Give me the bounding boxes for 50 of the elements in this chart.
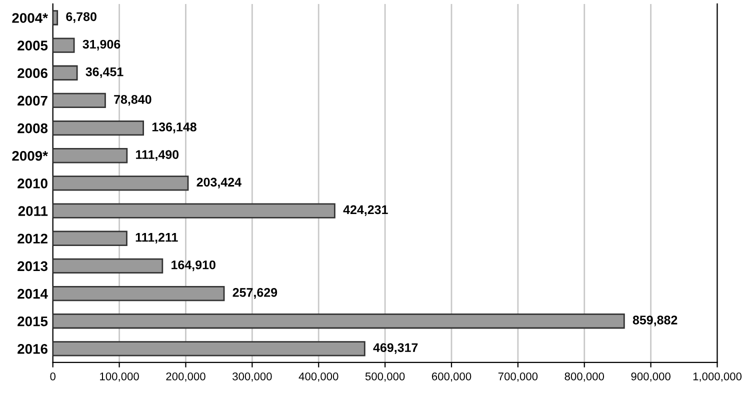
y-tick-label: 2007 [18, 96, 48, 106]
bar [52, 258, 164, 274]
x-tick-label: 600,000 [432, 372, 472, 382]
x-tick-label: 1,000,000 [693, 372, 742, 382]
data-label: 111,211 [136, 232, 178, 244]
y-tick-label: 2014 [18, 288, 48, 299]
bar [52, 92, 106, 108]
y-tick-label: 2004* [12, 13, 48, 23]
y-tick-label: 2005 [18, 40, 48, 50]
data-label: 257,629 [232, 288, 278, 299]
data-label: 164,910 [172, 260, 216, 272]
data-label: 469,317 [373, 343, 418, 354]
y-tick-label: 2008 [18, 123, 48, 134]
y-tick-label: 2012 [18, 234, 48, 244]
data-label: 136,148 [152, 122, 196, 134]
bar [52, 10, 58, 26]
data-label: 78,840 [114, 94, 152, 106]
x-tick-label: 700,000 [498, 372, 538, 382]
bar [52, 314, 625, 329]
data-label: 6,780 [66, 12, 96, 23]
y-tick-label: 2006 [18, 68, 48, 78]
bar [52, 38, 75, 53]
x-tick-label: 200,000 [166, 372, 206, 382]
x-tick-label: 800,000 [564, 372, 604, 382]
bar [52, 176, 189, 191]
bar [52, 230, 128, 246]
x-tick-label: 400,000 [298, 372, 338, 382]
bar [52, 65, 78, 80]
data-label: 859,882 [632, 316, 678, 326]
x-tick-label: 900,000 [631, 372, 670, 382]
bar [52, 148, 128, 164]
y-tick-label: 2009* [12, 150, 48, 161]
bar [52, 203, 336, 218]
data-label: 424,231 [343, 205, 388, 216]
x-tick-label: 0 [50, 372, 56, 380]
x-tick-label: 500,000 [365, 372, 405, 382]
y-tick-label: 2015 [18, 316, 48, 326]
y-tick-label: 2011 [18, 206, 48, 216]
y-tick-label: 2016 [18, 344, 48, 354]
data-label: 111,490 [136, 150, 179, 161]
x-tick-label: 300,000 [232, 372, 272, 382]
data-label: 31,906 [82, 40, 120, 50]
data-label: 36,451 [86, 67, 124, 78]
bar [52, 286, 225, 302]
y-tick-label: 2010 [18, 178, 48, 188]
x-tick-label: 100,000 [100, 372, 139, 382]
y-tick-label: 2013 [18, 261, 48, 272]
bar [52, 120, 144, 136]
bar [52, 341, 366, 356]
data-label: 203,424 [196, 178, 242, 188]
